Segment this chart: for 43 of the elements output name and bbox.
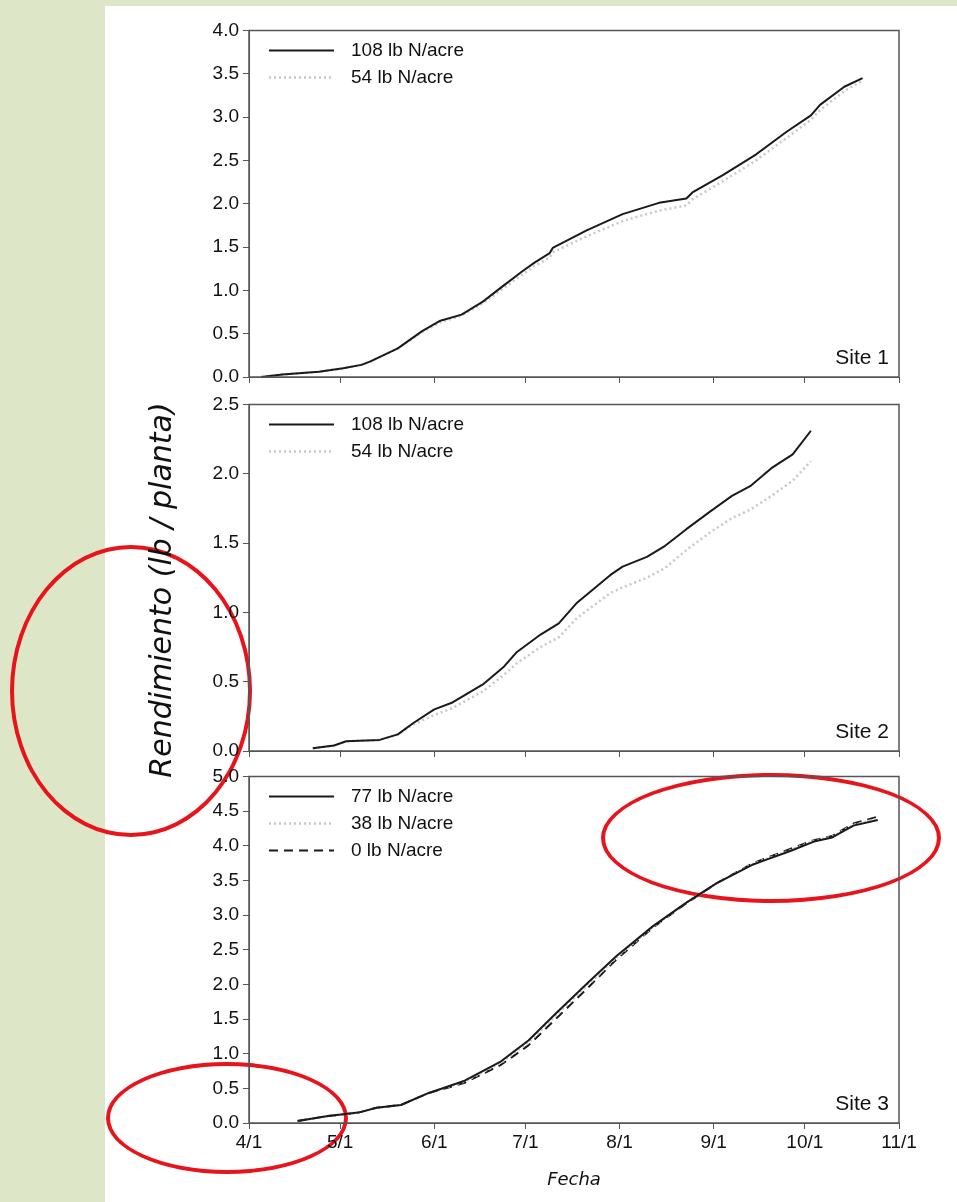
y-axis-title: Rendimiento (lb / planta) xyxy=(142,402,178,778)
legend-label: 0 lb N/acre xyxy=(351,838,443,860)
y-tick-label: 1.5 xyxy=(212,1007,239,1029)
x-tick-label: 10/1 xyxy=(786,1130,824,1152)
y-tick-label: 3.5 xyxy=(212,868,239,890)
y-tick-label: 2.0 xyxy=(212,191,239,213)
legend-label: 108 lb N/acre xyxy=(351,38,465,60)
y-tick-label: 0.0 xyxy=(212,739,239,761)
y-tick-label: 3.5 xyxy=(212,61,239,83)
y-tick-label: 2.0 xyxy=(212,461,239,483)
y-tick-label: 2.5 xyxy=(212,937,239,959)
x-tick-label: 9/1 xyxy=(700,1130,727,1152)
y-tick-label: 0.5 xyxy=(212,1076,239,1098)
y-tick-label: 1.5 xyxy=(212,531,239,553)
y-tick-label: 0.5 xyxy=(212,669,239,691)
y-tick-label: 0.5 xyxy=(212,321,239,343)
x-tick-label: 11/1 xyxy=(881,1130,917,1152)
x-tick-label: 4/1 xyxy=(235,1130,263,1152)
y-tick-label: 4.5 xyxy=(212,799,239,821)
y-tick-label: 2.5 xyxy=(212,392,239,414)
y-tick-label: 1.5 xyxy=(212,235,239,257)
y-tick-label: 1.0 xyxy=(212,278,239,300)
x-tick-label: 8/1 xyxy=(606,1130,633,1152)
y-tick-label: 3.0 xyxy=(212,903,239,925)
x-tick-label: 6/1 xyxy=(421,1130,448,1152)
annotation: Site 1 xyxy=(835,345,889,369)
y-tick-label: 1.0 xyxy=(212,1041,239,1063)
legend-label: 54 lb N/acre xyxy=(351,439,454,461)
annotation: Site 2 xyxy=(835,719,889,743)
annotation: Site 3 xyxy=(835,1091,889,1115)
y-tick-label: 0.0 xyxy=(212,365,239,387)
x-axis-title: Fecha xyxy=(547,1167,601,1189)
y-tick-label: 0.0 xyxy=(212,1111,239,1133)
y-tick-label: 3.0 xyxy=(212,105,239,127)
y-tick-label: 2.5 xyxy=(212,148,239,170)
y-tick-label: 4.0 xyxy=(212,833,239,855)
legend-label: 54 lb N/acre xyxy=(351,65,454,87)
legend-label: 38 lb N/acre xyxy=(351,811,454,833)
x-tick-label: 7/1 xyxy=(512,1130,539,1152)
legend-label: 77 lb N/acre xyxy=(351,784,454,806)
y-tick-label: 4.0 xyxy=(212,18,239,40)
y-tick-label: 2.0 xyxy=(212,972,239,994)
legend-label: 108 lb N/acre xyxy=(351,412,465,434)
